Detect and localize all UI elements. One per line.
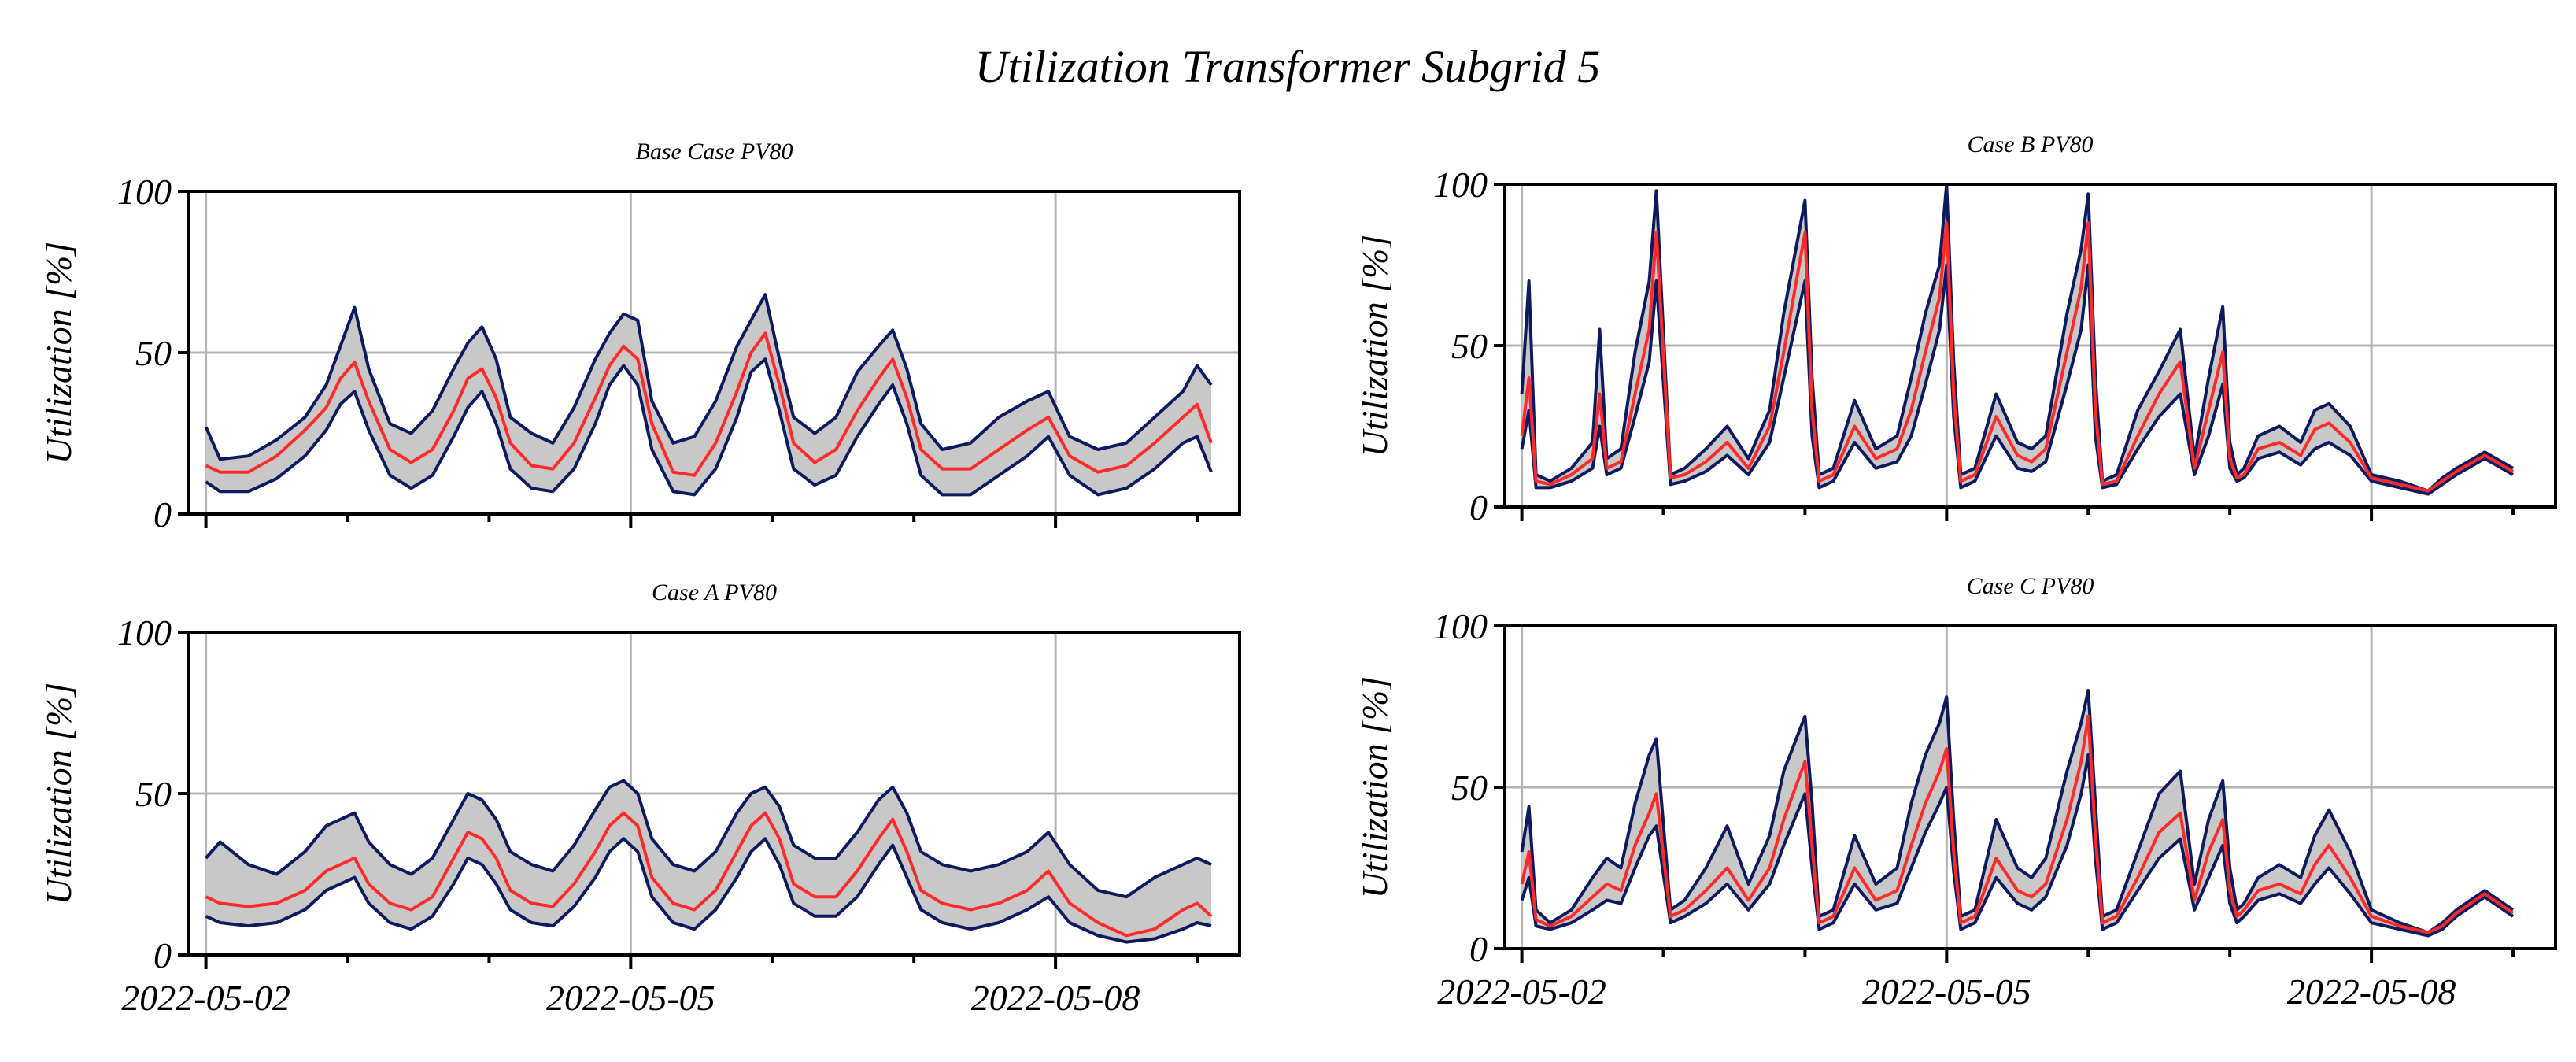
y-tick-label: 50 xyxy=(135,774,172,814)
panel-case-a: Case A PV80 Utilization [%] 0 50 100 2022-05-… xyxy=(39,579,1241,1018)
y-axis-label: Utilization [%] xyxy=(1355,235,1395,457)
panel-case-b: Case B PV80 Utilization [%] 0 50 100 xyxy=(1355,131,2557,527)
min-max-band xyxy=(1521,184,2513,494)
series-max-line xyxy=(205,779,1212,899)
y-tick-label: 100 xyxy=(1433,606,1488,646)
series-mean-line xyxy=(205,331,1213,477)
figure-title: Utilization Transformer Subgrid 5 xyxy=(975,41,1600,92)
y-tick-label: 50 xyxy=(1451,326,1488,366)
panel-case-c: Case C PV80 Utilization [%] 0 50 100 2022-05-… xyxy=(1355,573,2557,1012)
x-tick-label: 2022-05-02 xyxy=(1437,971,1606,1012)
series-min-line xyxy=(205,837,1212,944)
y-tick-label: 0 xyxy=(153,494,172,535)
x-tick-label: 2022-05-08 xyxy=(2287,971,2456,1012)
y-tick-label: 100 xyxy=(1433,165,1488,205)
series-mean-line xyxy=(1520,221,2514,493)
y-tick-label: 0 xyxy=(1469,487,1488,527)
panel-title: Case A PV80 xyxy=(652,579,777,605)
series-min-line xyxy=(1520,753,2515,938)
panel-title: Case C PV80 xyxy=(1967,573,2094,599)
series-max-line xyxy=(204,293,1213,461)
x-tick-label: 2022-05-05 xyxy=(1862,971,2031,1012)
series-max-line xyxy=(1520,689,2515,934)
min-max-band xyxy=(205,780,1212,942)
panel-title: Case B PV80 xyxy=(1968,131,2094,157)
panel-base-case: Base Case PV80 Utilization [%] 0 50 100 xyxy=(39,139,1241,535)
y-axis-label: Utilization [%] xyxy=(1355,676,1395,898)
y-tick-label: 100 xyxy=(117,612,172,653)
y-tick-label: 0 xyxy=(153,935,172,975)
series-mean-line xyxy=(1520,714,2515,934)
x-tick-label: 2022-05-02 xyxy=(121,978,290,1018)
series-mean-line xyxy=(205,811,1213,938)
series-max-line xyxy=(1520,183,2514,493)
y-tick-label: 0 xyxy=(1469,929,1488,969)
series-min-line xyxy=(205,357,1213,497)
x-tick-label: 2022-05-05 xyxy=(546,978,715,1018)
series-min-line xyxy=(1520,263,2514,496)
y-tick-label: 50 xyxy=(135,333,172,373)
y-tick-label: 50 xyxy=(1451,768,1488,808)
y-axis-label: Utilization [%] xyxy=(39,683,79,905)
panel-title: Base Case PV80 xyxy=(636,139,793,165)
y-tick-label: 100 xyxy=(117,172,172,212)
x-tick-label: 2022-05-08 xyxy=(971,978,1140,1018)
y-axis-label: Utilization [%] xyxy=(39,242,79,464)
